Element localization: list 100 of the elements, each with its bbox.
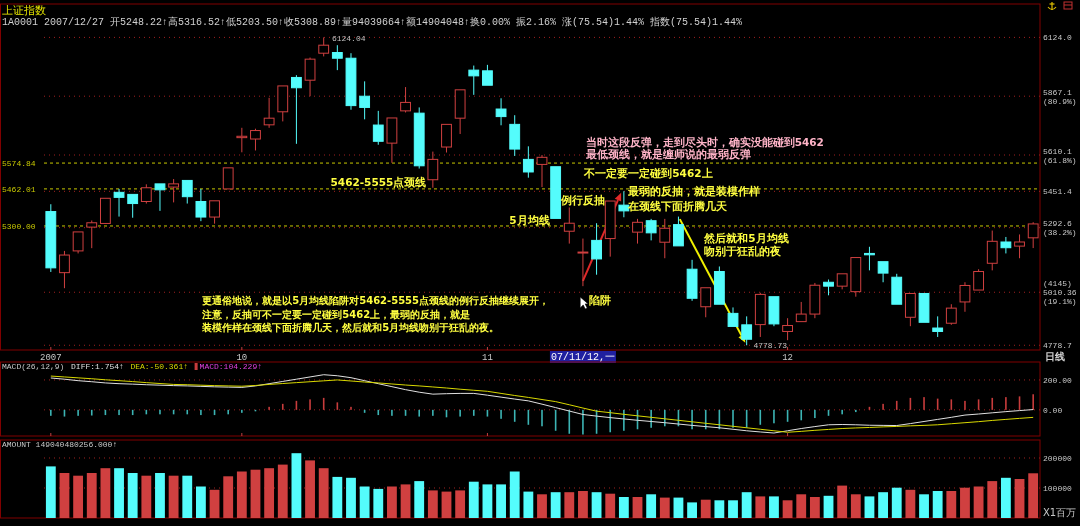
bar — [455, 490, 466, 518]
candlestick — [959, 281, 971, 313]
chart-title: MACD(26,12,9) — [2, 362, 65, 371]
bar — [346, 477, 356, 518]
candlestick — [454, 89, 466, 135]
bar — [73, 475, 84, 518]
bar — [987, 481, 998, 518]
candlestick — [904, 292, 916, 327]
bar — [741, 492, 752, 518]
candlestick — [795, 301, 807, 323]
bar — [100, 468, 111, 518]
candlestick — [632, 218, 643, 245]
bar — [1028, 473, 1039, 518]
x-tick-label: 2007 — [40, 353, 62, 363]
candlestick — [836, 273, 848, 290]
bar — [837, 485, 848, 518]
text: 日线 — [1045, 351, 1065, 362]
bar — [59, 473, 70, 518]
bar — [1000, 477, 1011, 518]
candlestick — [700, 287, 712, 318]
annotation: 陷阱 — [589, 294, 612, 307]
y-tick-label: 200.00 — [1043, 375, 1072, 385]
bar — [782, 500, 793, 518]
y-tick-label: 4778.7 — [1043, 341, 1072, 351]
chart-title: AMOUNT 149040480256.000↑ — [2, 440, 118, 449]
bar — [236, 471, 247, 518]
bar — [618, 497, 629, 518]
y-tick-label: 5867.1 (80.9%) — [1043, 87, 1077, 106]
candlestick — [345, 52, 357, 111]
bar — [400, 484, 411, 518]
ref-line-label: 5300.00 — [2, 221, 36, 231]
candlestick — [140, 183, 152, 205]
bar — [127, 473, 138, 518]
bar — [755, 496, 766, 518]
candlestick — [550, 166, 562, 219]
candlestick — [304, 57, 316, 97]
y-axis-title: X1百万 — [1043, 507, 1077, 518]
annotation: 最低颈线，就是缠师说的最弱反弹 — [584, 148, 751, 162]
candlestick — [154, 183, 166, 212]
annotation: 1A0001 2007/12/27 开5248.22↑高5316.52↑低5203.50↑收5308.89↑量94039664↑额14904048↑换0.00% 振2.16% 涨(75.54)1.44% 指数(75.54)1.44% — [2, 16, 743, 28]
candlestick — [441, 123, 452, 154]
bar — [305, 460, 315, 518]
bar — [769, 496, 779, 518]
annotation: 然后就和5月均线 — [703, 231, 789, 245]
bar — [646, 494, 657, 518]
candlestick — [331, 44, 343, 71]
candlestick — [291, 74, 302, 145]
annotation: 不一定要一定碰到5462上 — [583, 166, 713, 179]
candlestick — [250, 128, 261, 151]
bar — [114, 468, 124, 518]
bar — [209, 489, 220, 518]
candlestick — [782, 317, 793, 341]
bar — [45, 466, 56, 518]
candlestick — [536, 154, 548, 188]
candlestick — [127, 193, 139, 219]
bar — [864, 496, 875, 518]
candlestick — [509, 114, 521, 157]
annotation: 例行反抽 — [560, 193, 606, 206]
bar — [878, 492, 889, 518]
bar — [932, 491, 943, 518]
bar — [264, 468, 275, 518]
bar — [318, 468, 329, 518]
bar — [277, 464, 288, 518]
bar — [155, 473, 165, 518]
candlestick — [1027, 221, 1039, 249]
candlestick — [877, 261, 889, 283]
candlestick — [973, 268, 985, 291]
annotation: 当时这段反弹，走到尽头时，确实没能碰到5462 — [585, 135, 824, 148]
y-tick-label: 5292.6 (38.2%) — [1043, 219, 1077, 238]
bar — [182, 475, 193, 518]
candlestick — [659, 218, 671, 259]
candlestick — [482, 64, 493, 86]
bar — [86, 473, 97, 518]
bar — [291, 453, 302, 518]
candlestick — [277, 85, 289, 122]
candlestick — [413, 106, 425, 170]
bar — [632, 497, 643, 518]
series-label: DEA:-50.361↑ — [130, 362, 189, 371]
candlestick — [1000, 236, 1012, 254]
legend-label: MACD:104.229↑ — [199, 362, 263, 371]
bar — [823, 495, 834, 518]
bar — [960, 487, 970, 518]
candlestick — [673, 216, 684, 247]
annotation: 4778.73 — [753, 341, 788, 351]
candlestick — [891, 273, 903, 305]
annotation: 5月均线 — [509, 213, 550, 226]
bar — [387, 486, 397, 518]
bar — [850, 494, 861, 518]
bar — [605, 493, 616, 518]
candlestick — [727, 306, 739, 327]
candlestick — [45, 203, 57, 273]
y-tick-label: 5451.4 — [1043, 187, 1072, 197]
candlestick — [563, 206, 575, 245]
bar — [223, 476, 234, 518]
x-tick-label: 10 — [236, 353, 248, 363]
bar — [905, 489, 916, 518]
candlestick — [181, 179, 193, 205]
x-tick-label: 12 — [782, 353, 793, 363]
chart-title: 上证指数 — [2, 4, 46, 17]
bar — [809, 497, 820, 518]
